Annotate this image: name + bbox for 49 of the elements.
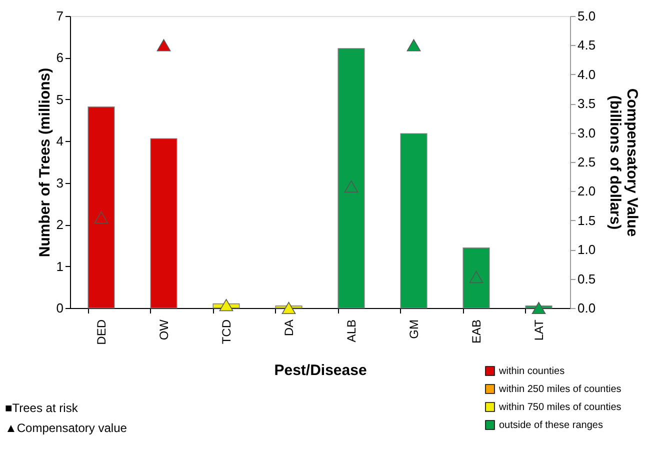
bar	[150, 138, 178, 308]
y2-tick-label: 1.5	[578, 212, 596, 228]
point	[282, 302, 296, 314]
y2-tick-label: 4.0	[578, 66, 596, 82]
y-tick-label: 7	[56, 8, 64, 24]
x-tick-label: GM	[406, 320, 421, 339]
y2-tick-label: 5.0	[578, 8, 596, 24]
y-tick-label: 5	[56, 92, 64, 107]
y2-axis-title: Compensatory Value (billions of dollars)	[606, 88, 641, 237]
point	[469, 271, 484, 284]
bar	[88, 106, 115, 308]
y-tick-label: 2	[56, 217, 64, 232]
x-tick-label: LAT	[532, 318, 546, 341]
point	[532, 302, 546, 314]
y-tick-label: 1	[56, 258, 64, 274]
legend-label: within counties	[498, 366, 565, 377]
bar	[400, 133, 428, 308]
legend-label: within 250 miles of counties	[498, 384, 622, 395]
x-tick-label: DED	[94, 319, 108, 345]
x-tick-label: DA	[282, 320, 296, 336]
x-axis-title: Pest/Disease	[274, 362, 367, 379]
y-tick-label: 4	[56, 134, 64, 149]
y2-tick-label: 2.5	[578, 154, 596, 170]
y-tick-label: 0	[56, 300, 64, 316]
y2-tick-label: 0.0	[578, 300, 596, 316]
bar	[338, 48, 365, 308]
point	[219, 299, 234, 312]
y-tick-label: 3	[56, 175, 64, 190]
y2-tick-label: 3.5	[578, 96, 596, 112]
legend-label: outside of these ranges	[499, 420, 603, 431]
point	[406, 39, 421, 52]
y2-tick-label: 0.5	[578, 271, 596, 286]
point	[344, 180, 358, 193]
y2-tick-label: 3.0	[578, 125, 596, 140]
legend-label: within 750 miles of counties	[498, 402, 622, 413]
y-tick-label: 6	[56, 50, 64, 66]
point	[94, 211, 108, 224]
x-tick-label: OW	[156, 318, 171, 340]
x-tick-label: EAB	[469, 320, 484, 344]
x-tick-label: ALB	[344, 320, 358, 342]
x-tick-label: TCD	[219, 319, 234, 344]
y2-tick-label: 4.5	[578, 38, 596, 53]
y2-tick-label: 2.0	[578, 184, 596, 199]
bar	[462, 248, 490, 308]
y-axis-title: Number of Trees (millions)	[36, 68, 54, 258]
text: ▲Compensatory value	[5, 421, 128, 435]
y2-tick-label: 1.0	[578, 242, 596, 258]
point	[156, 39, 171, 52]
text: ■Trees at risk	[5, 401, 79, 415]
